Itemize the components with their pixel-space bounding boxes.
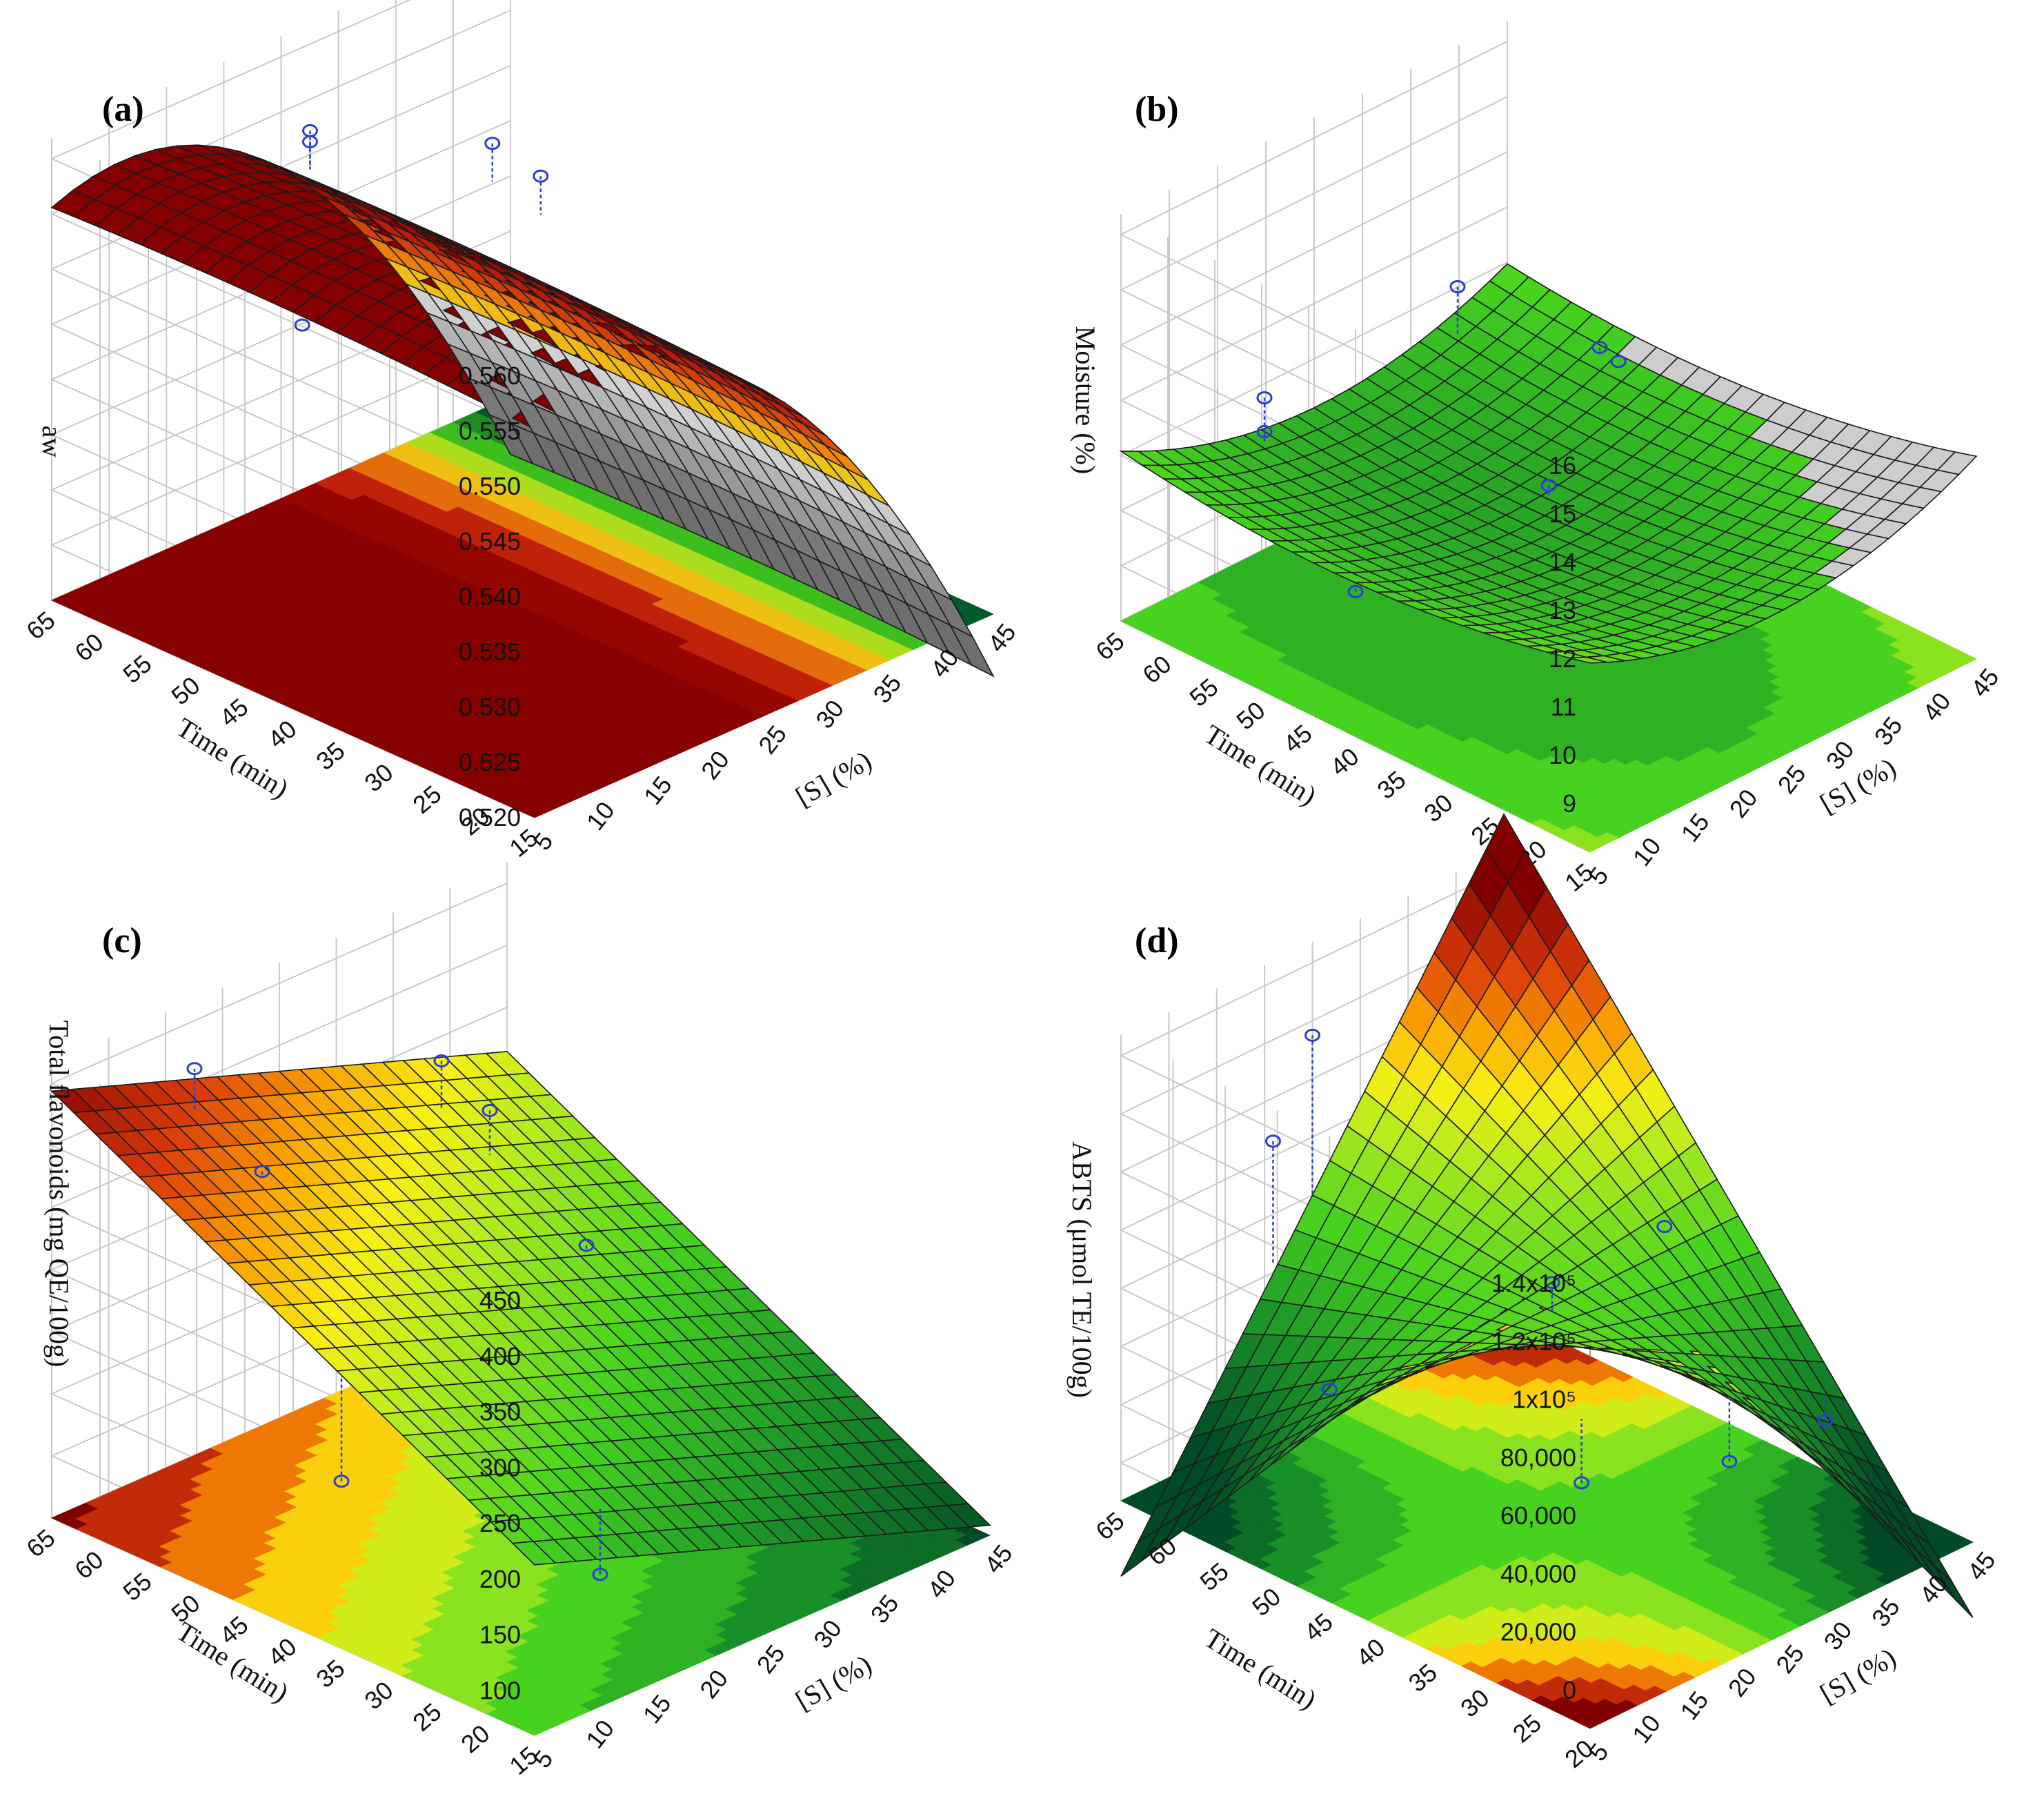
panel-b: 9101112131415165101520253035404515202530… [1070,21,2005,897]
y-tick-label: 65 [1090,627,1129,666]
z-tick-label: 11 [1551,693,1576,721]
gridline [50,10,535,432]
z-tick-label: 14 [1549,548,1576,576]
y-tick-label: 60 [1137,649,1176,689]
gridline [50,65,535,487]
x-tick-label: 10 [581,796,620,836]
x-tick-label: 30 [810,695,849,734]
x-tick-label: 35 [1869,711,1908,751]
z-tick-label: 9 [1562,789,1576,818]
panel-a: 0.5200.5250.5300.5350.5400.5450.5500.555… [21,0,1022,862]
y-tick-label: 30 [1418,788,1458,827]
y-tick-label: 40 [262,714,301,753]
y-tick-label: 35 [310,736,350,776]
y-tick-label: 30 [359,758,398,797]
y-tick-label: 40 [1324,742,1364,781]
z-tick-label: 0.560 [459,362,521,390]
y-tick-label: 45 [214,693,253,732]
z-tick-label: 0.525 [459,748,521,776]
z-tick-label: 15 [1549,500,1576,528]
panel-label: (a) [102,90,144,129]
z-axis-title: aw [37,426,68,458]
y-tick-label: 50 [166,671,205,710]
y-tick-label: 60 [69,627,108,667]
y-tick-label: 55 [1184,673,1223,712]
x-tick-label: 30 [1820,736,1860,775]
panel-c: 1001502002503003504004505101520253035404… [21,862,1018,1780]
x-tick-label: 10 [1627,832,1667,871]
y-tick-label: 55 [117,649,157,689]
panel-label: (b) [1135,90,1179,129]
y-tick-label: 35 [1371,765,1411,805]
x-tick-label: 25 [1772,760,1812,799]
z-tick-label: 0.555 [459,417,521,445]
z-tick-label: 0.540 [459,582,521,611]
x-tick-label: 45 [982,618,1022,658]
z-tick-label: 0.535 [459,638,521,666]
z-tick-label: 0.550 [459,472,521,500]
x-tick-label: 15 [638,771,677,810]
z-axis-title: Moisture (%) [1070,326,1101,474]
x-tick-label: 45 [1965,663,2005,702]
x-tick-label: 15 [1676,808,1715,847]
x-tick-label: 25 [753,720,792,759]
x-tick-label: 20 [1724,784,1763,823]
z-tick-label: 0.545 [459,527,521,555]
y-tick-label: 45 [1278,719,1317,758]
x-axis-title: [S] (%) [791,745,877,812]
x-tick-label: 20 [695,745,735,785]
z-tick-label: 0.530 [459,693,521,721]
z-tick-label: 16 [1549,451,1576,480]
z-tick-label: 13 [1549,596,1576,624]
z-tick-label: 10 [1549,741,1576,769]
x-tick-label: 40 [1917,687,1956,727]
z-tick-label: 12 [1549,644,1576,673]
y-tick-label: 25 [407,780,446,819]
y-tick-label: 50 [1231,696,1270,735]
y-tick-label: 65 [21,606,60,645]
x-tick-label: 35 [867,669,906,709]
